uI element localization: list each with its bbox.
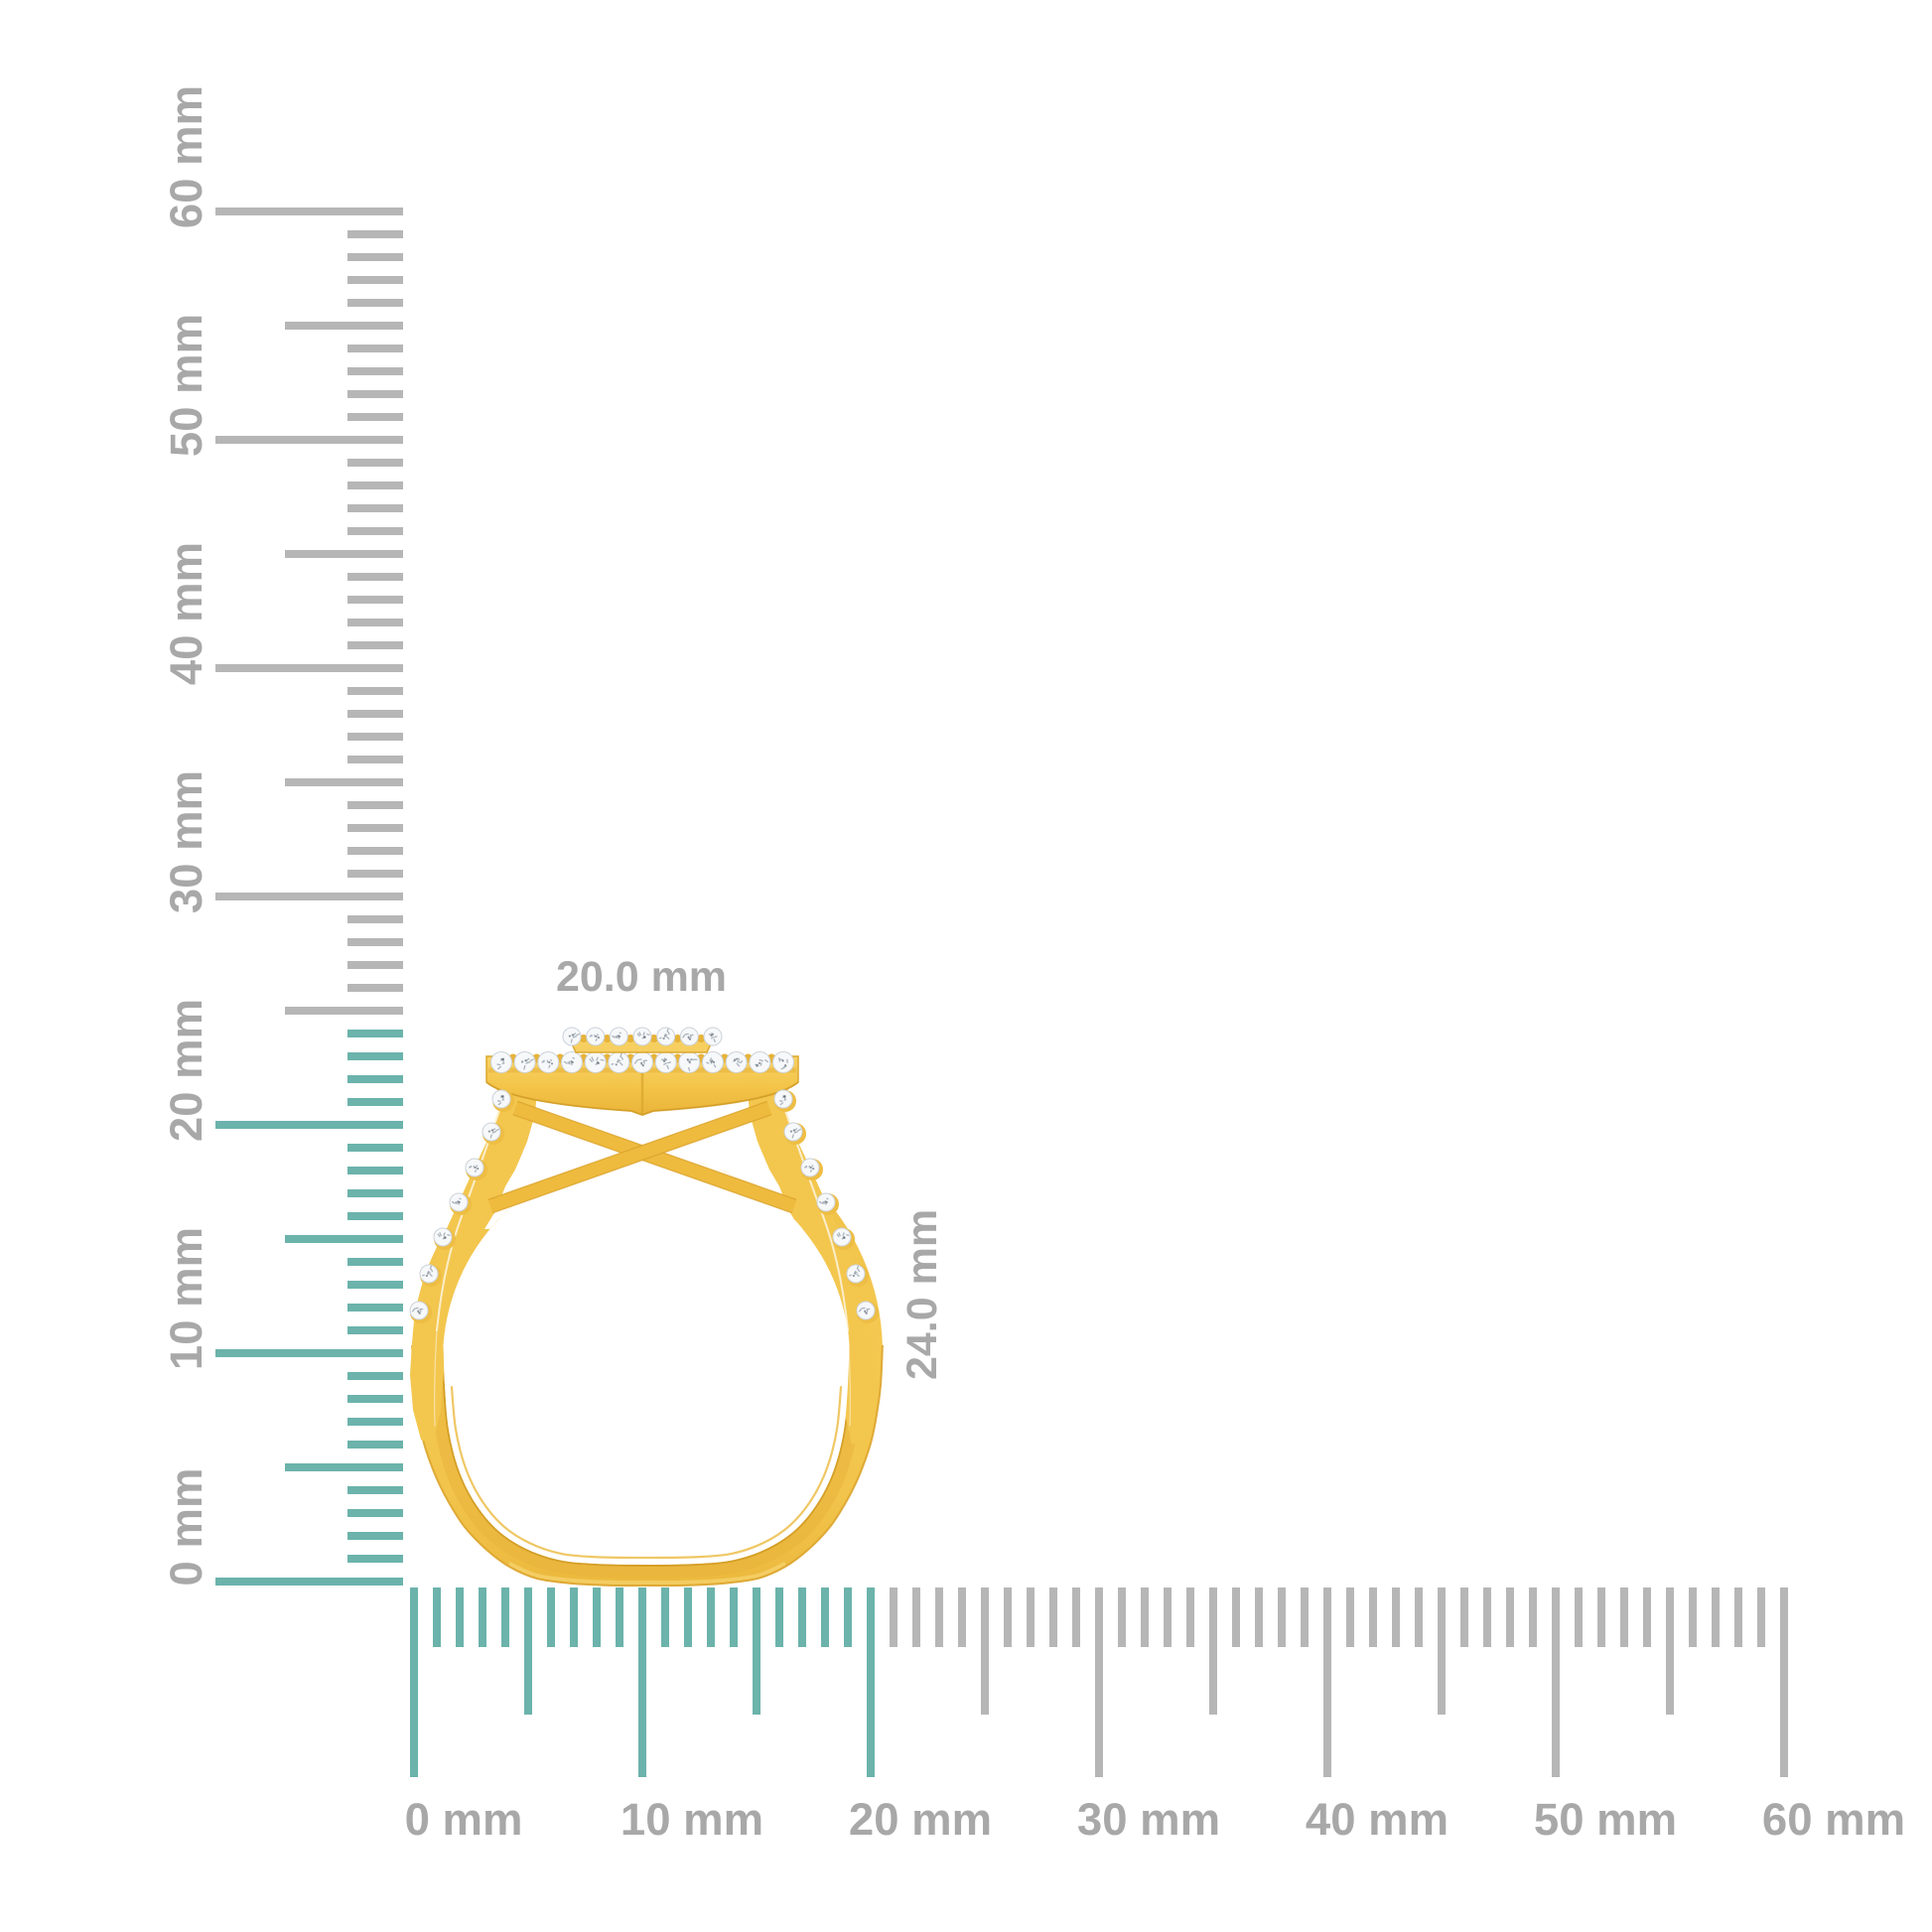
svg-text:30 mm: 30 mm <box>1077 1794 1220 1845</box>
svg-text:30 mm: 30 mm <box>161 770 211 913</box>
svg-text:20 mm: 20 mm <box>161 999 211 1142</box>
svg-text:10 mm: 10 mm <box>161 1227 211 1370</box>
svg-text:0 mm: 0 mm <box>405 1794 523 1845</box>
svg-text:60 mm: 60 mm <box>1762 1794 1905 1845</box>
svg-text:60 mm: 60 mm <box>161 85 211 228</box>
svg-text:20 mm: 20 mm <box>849 1794 992 1845</box>
svg-text:0 mm: 0 mm <box>161 1468 211 1587</box>
svg-text:40 mm: 40 mm <box>161 542 211 685</box>
svg-text:20.0 mm: 20.0 mm <box>556 953 727 1001</box>
svg-text:10 mm: 10 mm <box>621 1794 763 1845</box>
svg-text:50 mm: 50 mm <box>1534 1794 1677 1845</box>
svg-text:40 mm: 40 mm <box>1306 1794 1449 1845</box>
svg-text:50 mm: 50 mm <box>161 314 211 457</box>
svg-text:24.0 mm: 24.0 mm <box>898 1209 946 1380</box>
